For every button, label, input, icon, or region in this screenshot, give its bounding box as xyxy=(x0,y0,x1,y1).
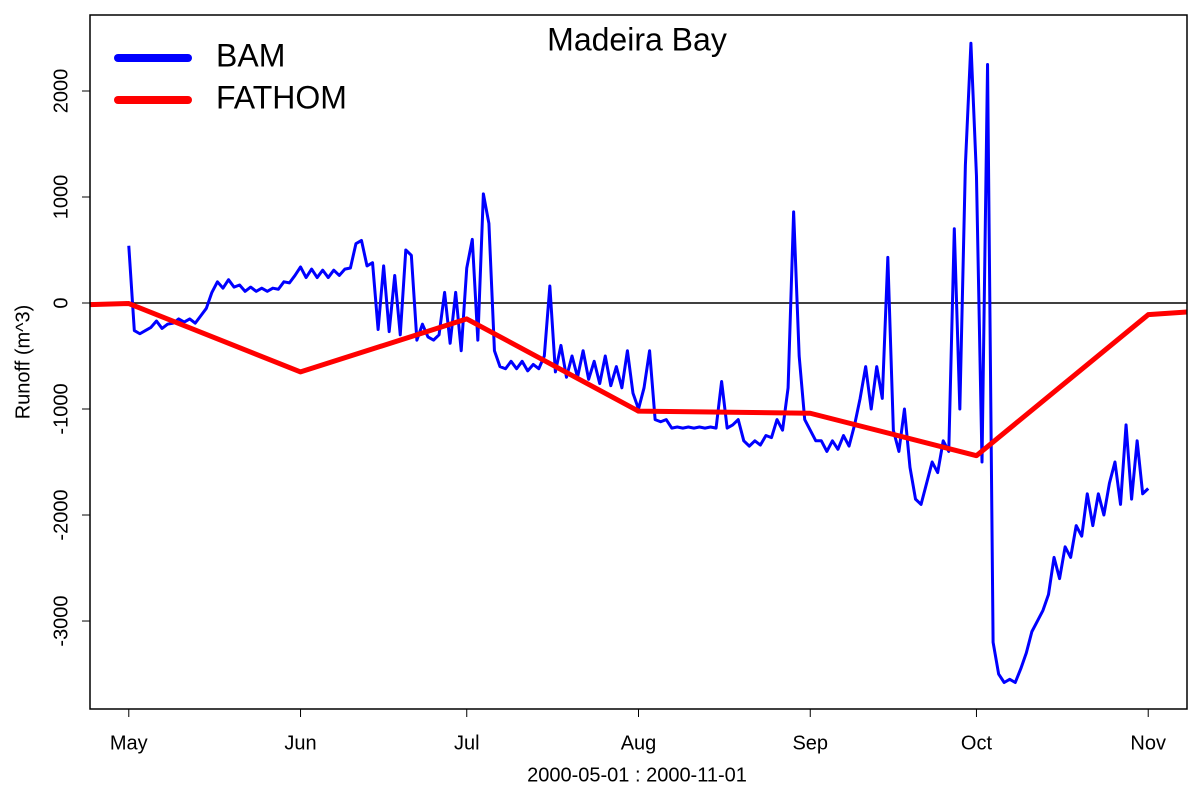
legend-label: BAM xyxy=(216,37,285,73)
chart-title: Madeira Bay xyxy=(547,21,727,57)
series-line xyxy=(90,301,1187,459)
plot-area xyxy=(90,41,1187,684)
y-tick-label: -2000 xyxy=(50,489,72,540)
x-tick-label: Jul xyxy=(454,732,480,754)
y-tick-label: 0 xyxy=(50,297,72,308)
y-tick-label: 2000 xyxy=(50,69,72,114)
x-tick-label: Aug xyxy=(621,732,657,754)
plot-frame xyxy=(89,14,1188,710)
x-tick-label: Jun xyxy=(284,732,316,754)
x-tick-label: Oct xyxy=(961,732,993,754)
y-tick-label: -1000 xyxy=(50,383,72,434)
x-tick-label: May xyxy=(110,732,148,754)
legend-label: FATHOM xyxy=(216,79,347,115)
x-tick-label: Nov xyxy=(1130,732,1166,754)
x-tick-label: Sep xyxy=(792,732,828,754)
y-axis-title: Runoff (m^3) xyxy=(12,305,34,420)
y-tick-label: 1000 xyxy=(50,175,72,220)
y-tick-label: -3000 xyxy=(50,595,72,646)
x-axis-title: 2000-05-01 : 2000-11-01 xyxy=(527,764,747,786)
